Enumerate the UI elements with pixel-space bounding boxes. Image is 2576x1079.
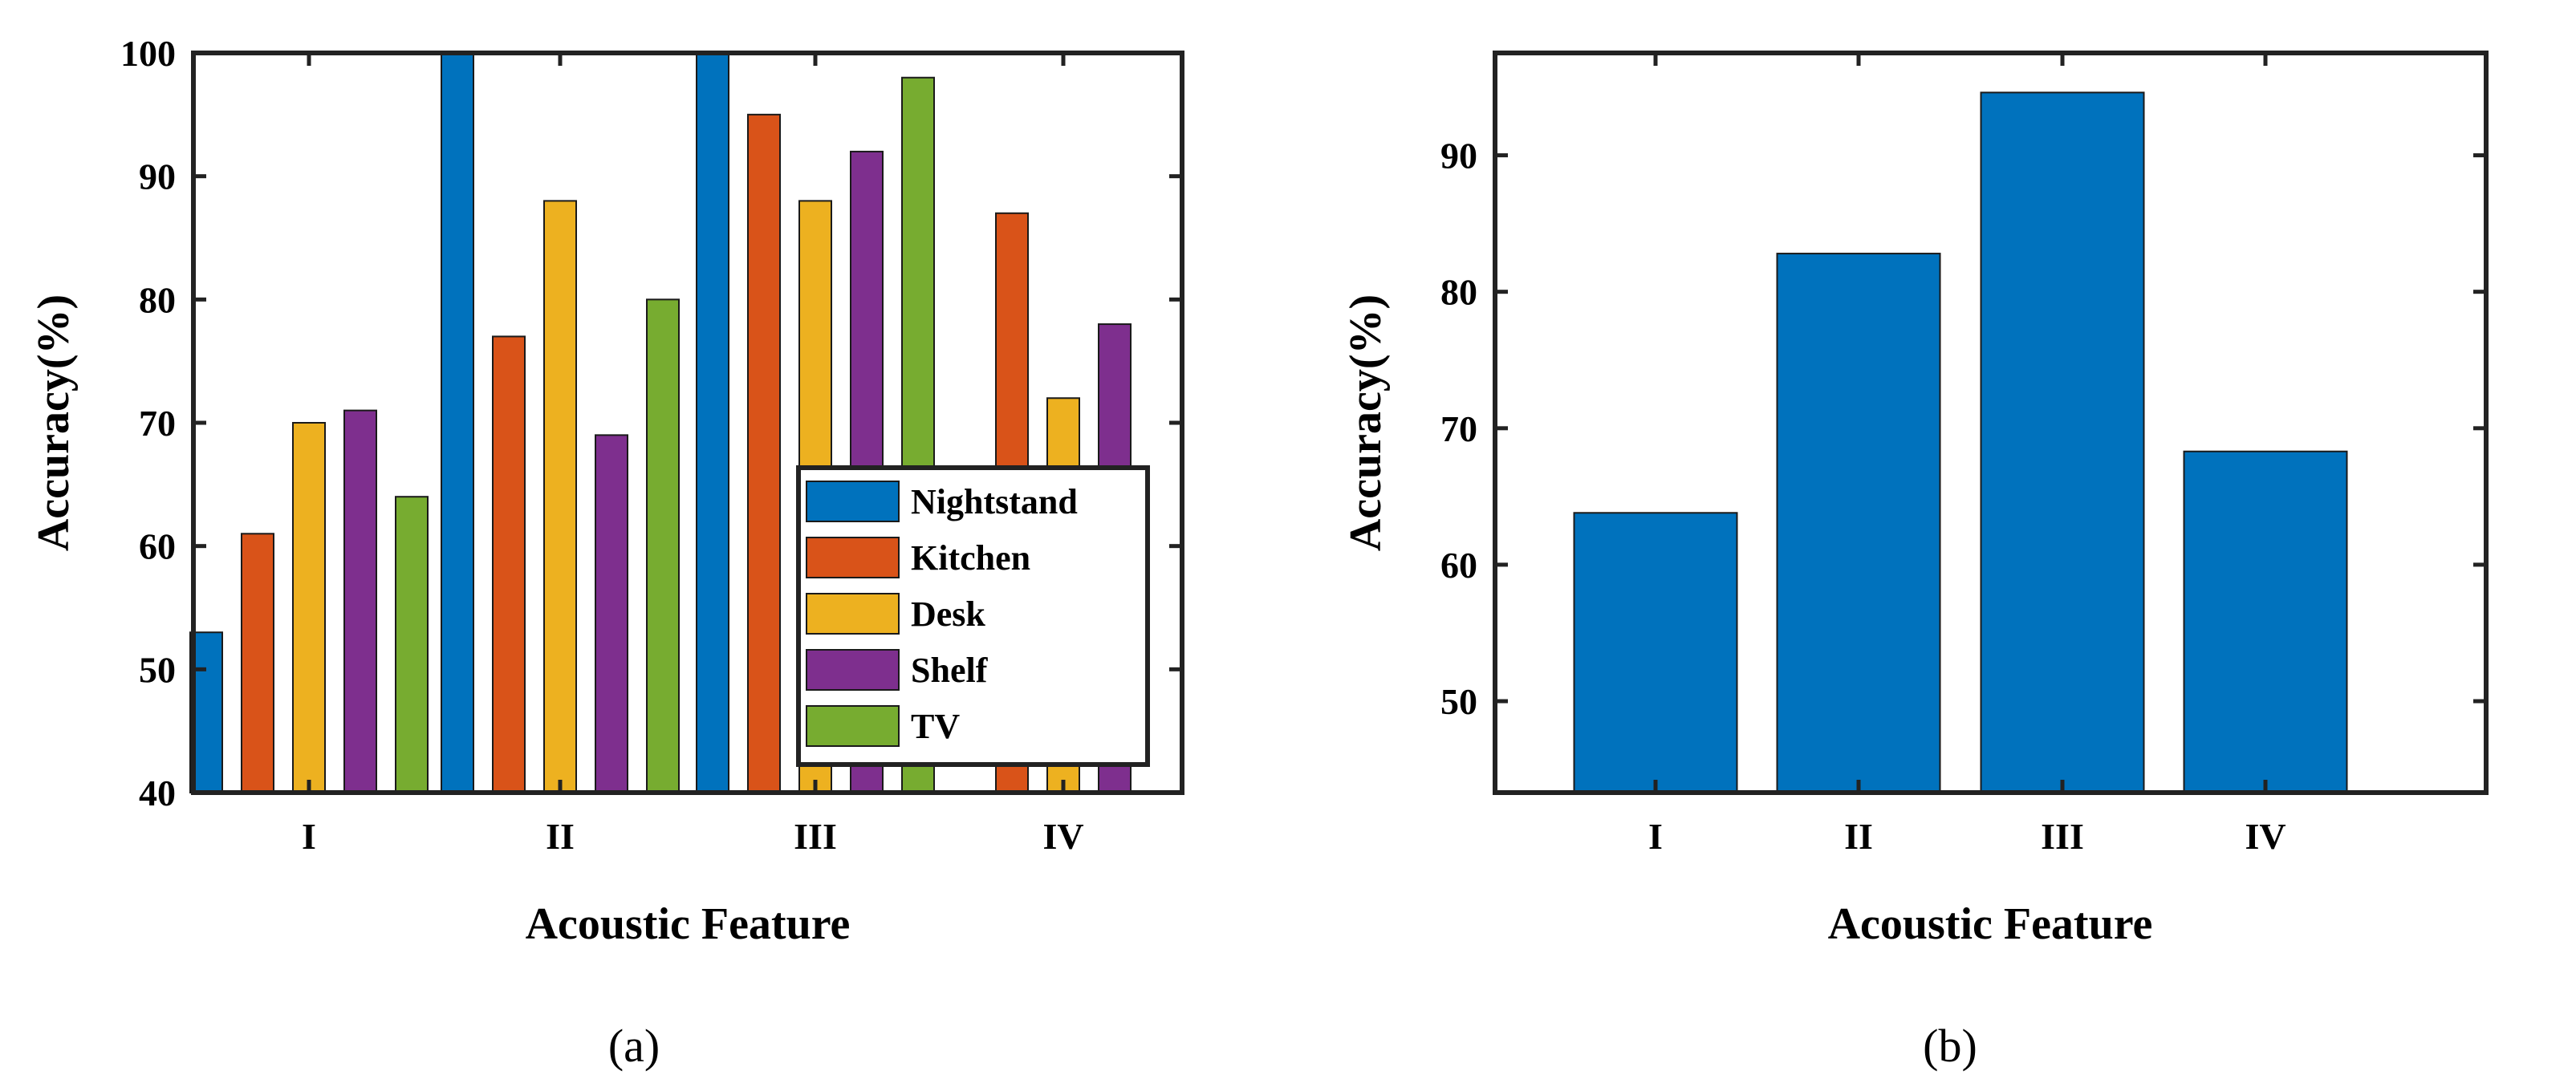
y-tick-label: 90 xyxy=(139,156,176,197)
panel-a-x-axis-label: Acoustic Feature xyxy=(526,899,851,949)
bar-I xyxy=(1573,512,1738,793)
panel-a-x-ticks: I II III IV xyxy=(302,53,1084,857)
bar-desk-II xyxy=(543,200,577,793)
x-tick-label: IV xyxy=(1042,816,1083,857)
y-tick-label: 80 xyxy=(1440,272,1477,313)
legend-swatch-shelf xyxy=(806,649,900,691)
bar-kitchen-II xyxy=(492,335,526,793)
bar-tv-I xyxy=(395,496,429,793)
y-tick-label: 60 xyxy=(139,526,176,567)
bar-nightstand-II xyxy=(441,52,474,793)
x-tick-label: III xyxy=(2041,816,2084,857)
y-tick-label: 50 xyxy=(139,649,176,690)
legend-label-kitchen: Kitchen xyxy=(911,538,1030,578)
legend-label-tv: TV xyxy=(911,707,960,746)
bar-shelf-I xyxy=(343,409,377,793)
y-tick-label: 80 xyxy=(139,279,176,320)
panel-b-y-ticks: 50 60 70 80 90 xyxy=(1440,136,2486,722)
y-tick-label: 90 xyxy=(1440,136,1477,176)
panel-b-caption: (b) xyxy=(1923,1020,1977,1072)
bar-desk-I xyxy=(292,422,326,793)
legend-swatch-nightstand xyxy=(806,481,900,522)
y-tick-label: 70 xyxy=(1440,408,1477,449)
panel-a-legend: Nightstand Kitchen Desk Shelf TV xyxy=(796,465,1150,767)
panel-b-axes-box xyxy=(1493,51,2489,795)
y-tick-label: 60 xyxy=(1440,545,1477,586)
x-tick-label: I xyxy=(1648,816,1663,857)
bar-kitchen-III xyxy=(747,113,781,794)
legend-swatch-kitchen xyxy=(806,537,900,578)
legend-label-nightstand: Nightstand xyxy=(911,482,1078,521)
panel-a-y-ticks: 40 50 60 70 80 90 100 xyxy=(120,33,1182,813)
panel-b-y-axis-label: Accuracy(%) xyxy=(1341,294,1391,551)
panel-b-bars xyxy=(1573,91,2348,794)
bar-kitchen-I xyxy=(241,533,274,793)
panel-b-x-axis-label: Acoustic Feature xyxy=(1828,899,2153,949)
bar-IV xyxy=(2183,450,2348,794)
panel-a-caption: (a) xyxy=(608,1020,660,1072)
x-tick-label: III xyxy=(794,816,837,857)
bar-shelf-II xyxy=(595,434,628,793)
x-tick-label: II xyxy=(546,816,575,857)
y-tick-label: 100 xyxy=(120,33,176,74)
legend-swatch-desk xyxy=(806,593,900,635)
x-tick-label: I xyxy=(302,816,316,857)
legend-label-shelf: Shelf xyxy=(911,651,989,690)
legend-label-desk: Desk xyxy=(911,594,985,634)
x-tick-label: II xyxy=(1844,816,1873,857)
y-tick-label: 70 xyxy=(139,403,176,444)
bar-II xyxy=(1776,253,1941,793)
bar-tv-II xyxy=(646,298,680,794)
y-tick-label: 50 xyxy=(1440,681,1477,722)
x-tick-label: IV xyxy=(2245,816,2285,857)
legend-swatch-tv xyxy=(806,705,900,747)
y-tick-label: 40 xyxy=(139,773,176,813)
bar-III xyxy=(1980,91,2145,794)
panel-b-x-ticks: I II III IV xyxy=(1648,53,2286,857)
panel-a-y-axis-label: Accuracy(%) xyxy=(29,294,79,551)
bar-nightstand-III xyxy=(696,52,729,793)
